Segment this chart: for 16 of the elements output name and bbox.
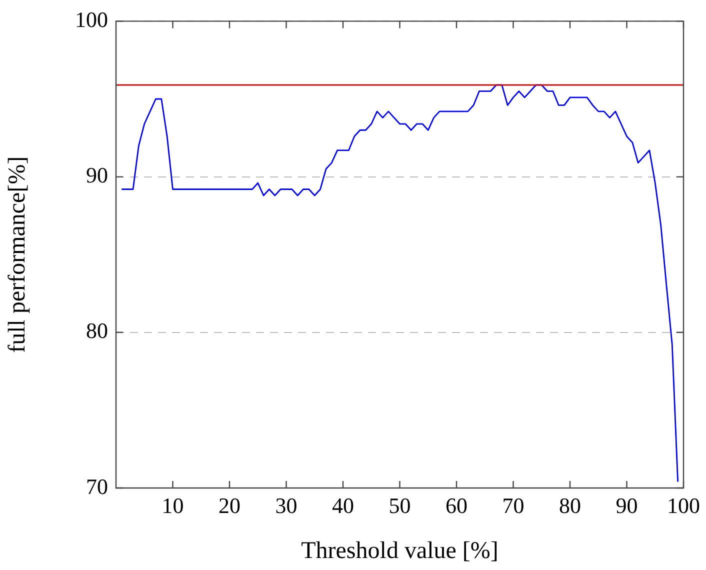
x-tick-label: 40: [332, 492, 354, 518]
x-tick-label: 90: [616, 492, 638, 518]
x-tick-label: 30: [275, 492, 298, 518]
y-axis-title: full performance[%]: [4, 156, 31, 353]
x-tick-label: 60: [446, 492, 468, 518]
y-tick-label: 100: [75, 6, 108, 32]
y-tick-label: 70: [86, 474, 108, 499]
x-axis-title: Threshold value [%]: [301, 538, 498, 564]
x-tick-label: 70: [502, 492, 524, 518]
x-tick-label: 50: [388, 492, 411, 518]
x-tick-label: 80: [559, 492, 581, 518]
y-tick-label: 90: [86, 162, 108, 188]
x-tick-label: 10: [162, 492, 184, 518]
y-tick-label: 80: [86, 318, 108, 344]
x-tick-label: 20: [218, 492, 240, 518]
x-tick-label: 100: [667, 492, 700, 518]
